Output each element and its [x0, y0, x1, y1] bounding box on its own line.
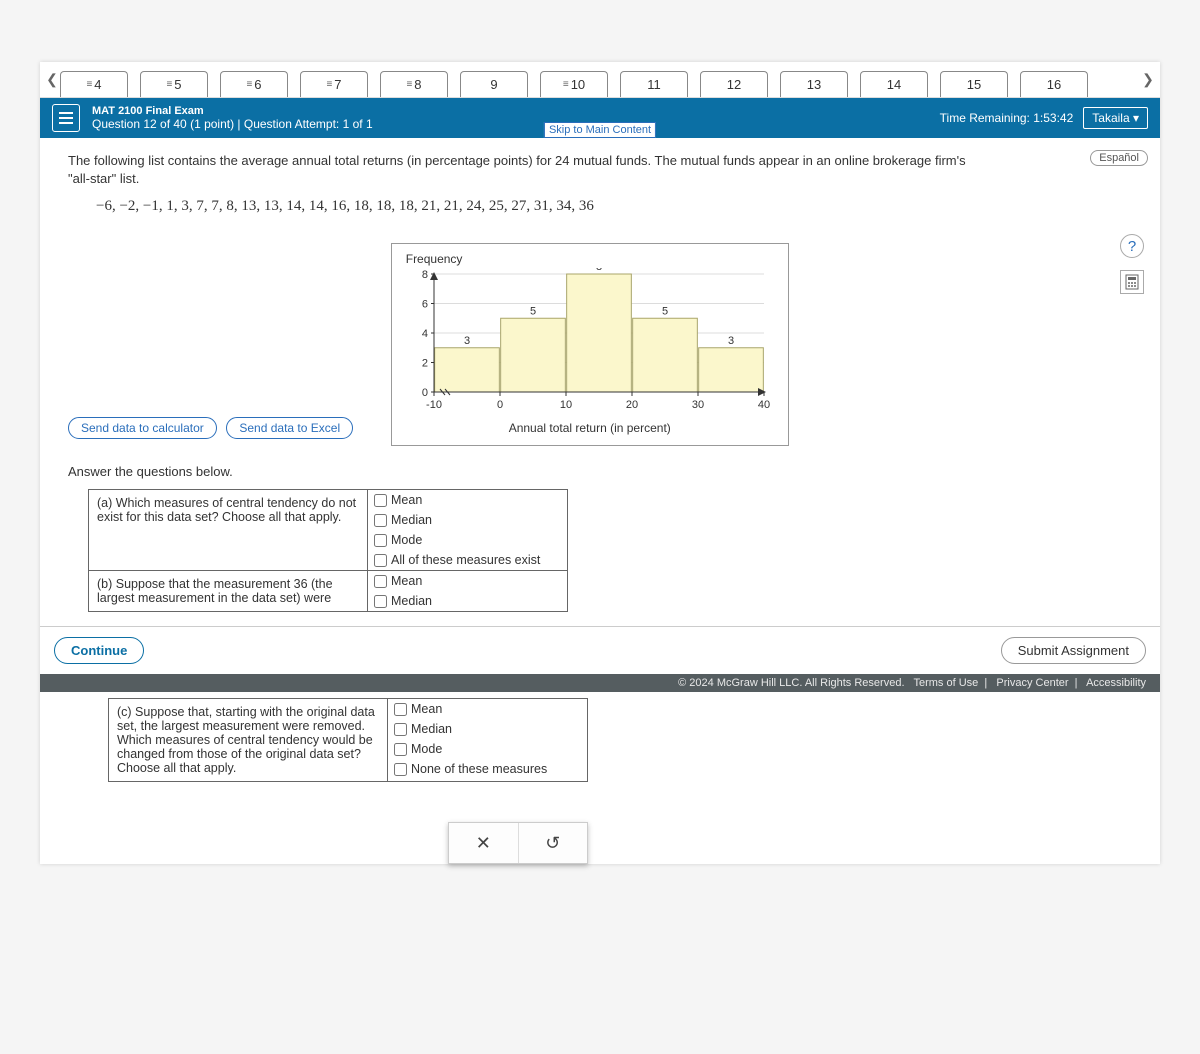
nav-tab-8[interactable]: ≡8	[380, 71, 448, 97]
histogram-x-label: Annual total return (in percent)	[406, 421, 774, 435]
svg-text:20: 20	[626, 399, 638, 411]
histogram-chart: 0246835853-10010203040	[406, 268, 774, 416]
reset-button[interactable]: ↺	[519, 823, 588, 863]
nav-tab-6[interactable]: ≡6	[220, 71, 288, 97]
nav-next-icon[interactable]: ❯	[1140, 71, 1156, 88]
answer-action-bar: ✕ ↺	[448, 822, 588, 864]
svg-text:6: 6	[422, 299, 428, 311]
menu-icon[interactable]	[52, 104, 80, 132]
option-c-3[interactable]: None of these measures	[388, 759, 587, 779]
question-table-upper: (a) Which measures of central tendency d…	[88, 489, 568, 612]
continue-button[interactable]: Continue	[54, 637, 144, 664]
footer-bar: Continue Submit Assignment	[40, 626, 1160, 674]
svg-text:2: 2	[422, 358, 428, 370]
checkbox-a-0[interactable]	[374, 494, 387, 507]
svg-text:0: 0	[422, 387, 428, 399]
checkbox-b-0[interactable]	[374, 575, 387, 588]
question-b-text: (b) Suppose that the measurement 36 (the…	[89, 571, 368, 612]
option-c-1[interactable]: Median	[388, 719, 587, 739]
question-a-text: (a) Which measures of central tendency d…	[89, 490, 368, 571]
option-b-1[interactable]: Median	[368, 591, 567, 611]
svg-text:4: 4	[422, 328, 428, 340]
help-icon[interactable]: ?	[1120, 234, 1144, 258]
nav-tab-7[interactable]: ≡7	[300, 71, 368, 97]
svg-text:30: 30	[692, 399, 704, 411]
checkbox-c-2[interactable]	[394, 743, 407, 756]
svg-text:40: 40	[758, 399, 770, 411]
svg-text:3: 3	[464, 335, 470, 347]
nav-tab-11[interactable]: 11	[620, 71, 688, 97]
nav-tab-15[interactable]: 15	[940, 71, 1008, 97]
svg-text:5: 5	[530, 306, 536, 318]
data-values: −6, −2, −1, 1, 3, 7, 7, 8, 13, 13, 14, 1…	[96, 198, 1100, 215]
svg-text:0: 0	[497, 399, 503, 411]
svg-text:5: 5	[662, 306, 668, 318]
skip-to-main-link[interactable]: Skip to Main Content	[544, 122, 656, 138]
checkbox-a-3[interactable]	[374, 554, 387, 567]
time-remaining: Time Remaining: 1:53:42	[940, 111, 1074, 125]
checkbox-a-2[interactable]	[374, 534, 387, 547]
chevron-down-icon: ▾	[1133, 111, 1139, 125]
send-to-excel-button[interactable]: Send data to Excel	[226, 417, 353, 439]
submit-assignment-button[interactable]: Submit Assignment	[1001, 637, 1146, 664]
option-a-1[interactable]: Median	[368, 510, 567, 530]
question-nav-row: ❮ ≡4 ≡5 ≡6 ≡7 ≡8 9 ≡10 11 12 13 14 15 16 ❯	[40, 62, 1160, 98]
nav-tab-13[interactable]: 13	[780, 71, 848, 97]
checkbox-c-1[interactable]	[394, 723, 407, 736]
nav-tab-16[interactable]: 16	[1020, 71, 1088, 97]
accessibility-link[interactable]: Accessibility	[1086, 677, 1146, 689]
answer-prompt: Answer the questions below.	[68, 464, 1100, 479]
svg-text:-10: -10	[426, 399, 442, 411]
user-menu[interactable]: Takaila ▾	[1083, 107, 1148, 129]
checkbox-a-1[interactable]	[374, 514, 387, 527]
svg-text:8: 8	[422, 269, 428, 281]
svg-text:3: 3	[728, 335, 734, 347]
option-a-3[interactable]: All of these measures exist	[368, 550, 567, 570]
question-info: Question 12 of 40 (1 point) | Question A…	[92, 117, 940, 131]
checkbox-c-3[interactable]	[394, 763, 407, 776]
option-a-0[interactable]: Mean	[368, 490, 567, 510]
option-c-2[interactable]: Mode	[388, 739, 587, 759]
send-to-calculator-button[interactable]: Send data to calculator	[68, 417, 217, 439]
copyright-bar: © 2024 McGraw Hill LLC. All Rights Reser…	[40, 674, 1160, 692]
nav-tab-5[interactable]: ≡5	[140, 71, 208, 97]
option-a-2[interactable]: Mode	[368, 530, 567, 550]
option-b-0[interactable]: Mean	[368, 571, 567, 591]
svg-text:8: 8	[596, 268, 602, 273]
nav-tab-4[interactable]: ≡4	[60, 71, 128, 97]
nav-tab-14[interactable]: 14	[860, 71, 928, 97]
nav-tab-9[interactable]: 9	[460, 71, 528, 97]
clear-button[interactable]: ✕	[449, 823, 518, 863]
nav-tab-10[interactable]: ≡10	[540, 71, 608, 97]
exam-title: MAT 2100 Final Exam	[92, 105, 940, 117]
option-c-0[interactable]: Mean	[388, 699, 587, 719]
question-c-text: (c) Suppose that, starting with the orig…	[109, 699, 388, 782]
privacy-link[interactable]: Privacy Center	[996, 677, 1068, 689]
histogram-panel: Frequency 0246835853-10010203040 Annual …	[391, 243, 789, 446]
question-table-lower: (c) Suppose that, starting with the orig…	[108, 698, 588, 782]
nav-prev-icon[interactable]: ❮	[44, 71, 60, 88]
language-toggle[interactable]: Español	[1090, 150, 1148, 166]
nav-tab-12[interactable]: 12	[700, 71, 768, 97]
calculator-icon[interactable]	[1120, 270, 1144, 294]
question-prompt: The following list contains the average …	[68, 152, 1068, 188]
checkbox-c-0[interactable]	[394, 703, 407, 716]
checkbox-b-1[interactable]	[374, 595, 387, 608]
terms-link[interactable]: Terms of Use	[913, 677, 978, 689]
histogram-y-label: Frequency	[406, 252, 774, 266]
svg-text:10: 10	[560, 399, 572, 411]
